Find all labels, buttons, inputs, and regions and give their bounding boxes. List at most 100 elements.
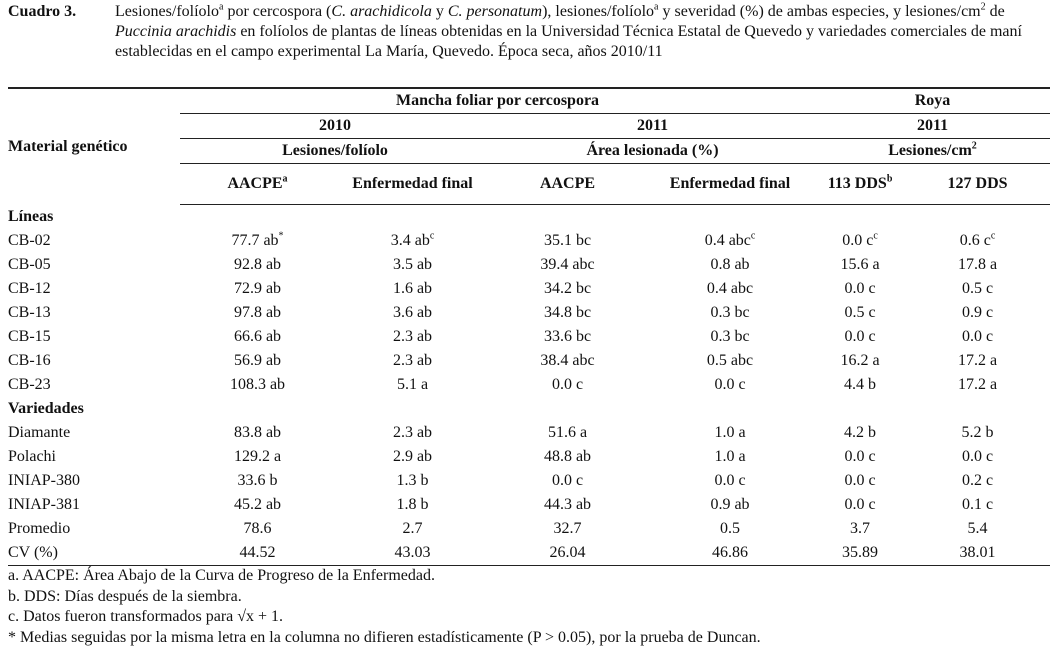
cell-sup: c [429, 230, 435, 242]
cell: 4.2 b [844, 424, 877, 441]
header-material: Material genético [8, 87, 180, 205]
cell-text: 77.7 ab [231, 232, 279, 249]
cell: 4.4 b [844, 376, 877, 393]
row-label: CB-23 [8, 376, 51, 393]
cell-sup: c [873, 230, 878, 242]
table-row: Líneas [8, 205, 1050, 230]
cell: 0.9 ab [710, 496, 750, 513]
cell: 5.1 a [396, 376, 429, 393]
row-label: CB-13 [8, 304, 51, 321]
cell: 0.0 c [551, 376, 584, 393]
row-label: Polachi [8, 448, 56, 465]
cell: 15.6 a [840, 256, 880, 273]
cell: 0.0 cc [815, 229, 905, 253]
cell: 129.2 a [233, 448, 282, 465]
caption-species: Puccinia arachidis [115, 23, 237, 40]
caption-label: Cuadro 3. [8, 3, 77, 20]
cell: 32.7 [553, 520, 582, 537]
row-label: CB-02 [8, 232, 51, 249]
cell-sup: c [750, 230, 756, 242]
header-group: Roya [815, 87, 1051, 114]
cell: 5.4 [967, 520, 988, 537]
table-row: Variedades [8, 397, 1050, 421]
cell: 0.0 c [714, 472, 746, 489]
cell: 0.5 c [961, 280, 994, 297]
cell-text: 127 DDS [947, 175, 1008, 192]
cell: 0.0 c [961, 328, 994, 345]
row-label: CB-12 [8, 280, 51, 297]
cell: 0.5 abc [706, 352, 754, 369]
caption-part: Lesiones/folíolo [115, 3, 219, 20]
table-row: CV (%) 44.52 43.03 26.04 46.86 35.89 38.01 [8, 541, 1051, 566]
cell: 44.3 ab [543, 496, 592, 513]
cell: 0.0 c [714, 376, 746, 393]
cell: 38.4 abc [540, 352, 595, 369]
header-year: 2011 [490, 113, 816, 139]
cell: 78.6 [243, 520, 272, 537]
row-label: CB-15 [8, 328, 51, 345]
cell: 0.0 c [844, 472, 876, 489]
cell: 35.1 bc [543, 232, 592, 249]
row-label: CV (%) [8, 541, 180, 566]
caption-part: y severidad (%) de ambas especies, y les… [658, 3, 981, 20]
cell: 1.0 a [714, 448, 746, 465]
cell: 0.0 c [551, 472, 584, 489]
cell: 33.6 bc [543, 328, 592, 345]
cell: 0.0 c [844, 496, 876, 513]
cell: 39.4 abc [540, 256, 595, 273]
column-header: Enfermedad final [645, 163, 816, 205]
cell: 38.01 [905, 541, 1051, 566]
table-row: CB-23 108.3 ab 5.1 a 0.0 c 0.0 c 4.4 b 17.2 a [8, 373, 1050, 397]
header-sub: Lesiones/folíolo [180, 138, 490, 164]
cell-text: Enfermedad final [352, 175, 473, 192]
row-label: INIAP-381 [8, 496, 80, 513]
cell: 0.3 bc [710, 328, 750, 345]
cell: 0.2 c [961, 472, 994, 489]
cell-text: 113 DDS [827, 175, 887, 192]
column-header: AACPEa [180, 163, 335, 205]
header-sub-text: Lesiones/cm [888, 142, 972, 159]
row-label: CB-05 [8, 256, 51, 273]
cell: 34.2 bc [543, 280, 592, 297]
column-header-row: AACPEa Enfermedad final AACPE Enfermedad fi… [8, 163, 1051, 205]
table-row: INIAP-380 33.6 b 1.3 b 0.0 c 0.0 c 0.0 c 0.2 c [8, 469, 1050, 493]
cell: 26.04 [490, 541, 645, 566]
cell-text: 0.0 c [842, 232, 874, 249]
caption-part: de [985, 3, 1005, 20]
row-label: INIAP-380 [8, 472, 80, 489]
row-label: Promedio [8, 520, 71, 537]
footnote: * Medias seguidas por la misma letra en … [8, 628, 761, 646]
caption-part: ), lesiones/folíolo [542, 3, 655, 20]
table-row: CB-13 97.8 ab 3.6 ab 34.8 bc 0.3 bc 0.5 c 0.9 … [8, 301, 1050, 325]
cell: 2.3 ab [392, 352, 433, 369]
cell: 0.9 c [961, 304, 994, 321]
header-sub: Área lesionada (%) [490, 138, 816, 164]
cell: 3.4 abc [335, 229, 490, 253]
cell: 34.8 bc [543, 304, 592, 321]
cell: 3.6 ab [392, 304, 433, 321]
header-sub: Lesiones/cm2 [815, 138, 1051, 164]
cell: 1.6 ab [392, 280, 433, 297]
cell: 1.3 b [396, 472, 429, 489]
cell: 0.5 c [844, 304, 876, 321]
cell: 35.89 [815, 541, 906, 566]
table-row: CB-12 72.9 ab 1.6 ab 34.2 bc 0.4 abc 0.0 c 0.5… [8, 277, 1050, 301]
header-year: 2011 [815, 113, 1051, 139]
table-row: INIAP-381 45.2 ab 1.8 b 44.3 ab 0.9 ab 0.0 c 0… [8, 493, 1050, 517]
cell-text: Enfermedad final [669, 175, 791, 192]
column-header: Enfermedad final [335, 163, 490, 205]
cell: 48.8 ab [543, 448, 592, 465]
section-label: Líneas [8, 208, 54, 225]
caption-part: por cercospora ( [223, 3, 332, 20]
cell: 5.2 b [961, 424, 994, 441]
cell-text: 0.4 abc [704, 232, 751, 249]
cell: 0.5 [720, 520, 741, 537]
column-header: 127 DDS [905, 163, 1051, 205]
caption-sup: 2 [980, 1, 986, 13]
column-header: 113 DDSb [815, 163, 906, 205]
column-header: AACPE [490, 163, 645, 205]
table-row: Promedio 78.6 2.7 32.7 0.5 3.7 5.4 [8, 517, 1050, 541]
cell: 0.3 bc [710, 304, 750, 321]
cell: 2.3 ab [392, 328, 433, 345]
